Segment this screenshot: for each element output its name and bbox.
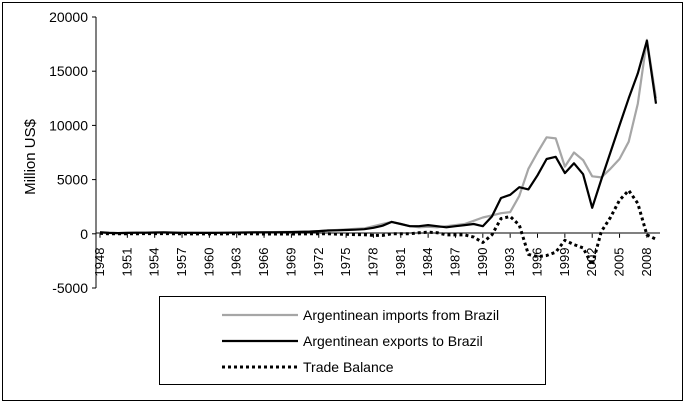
x-tick-label: 1990 [475, 248, 490, 277]
y-tick-label: 15000 [49, 63, 88, 79]
x-tick-label: 1981 [393, 248, 408, 277]
x-tick-label: 1963 [229, 248, 244, 277]
x-tick-label: 1957 [174, 248, 189, 277]
y-tick-label: 20000 [49, 9, 88, 25]
y-axis-label: Million US$ [22, 118, 39, 195]
x-tick-label: 1969 [283, 248, 298, 277]
legend-label: Trade Balance [303, 359, 394, 375]
x-tick-label: 1951 [119, 248, 134, 277]
x-tick-label: 1984 [420, 248, 435, 277]
x-tick-label: 1948 [92, 248, 107, 277]
y-tick-label: 5000 [57, 172, 88, 188]
x-tick-label: 2005 [612, 248, 627, 277]
y-tick-label: -5000 [52, 280, 88, 296]
x-tick-label: 1999 [557, 248, 572, 277]
y-tick-label: 10000 [49, 117, 88, 133]
legend: Argentinean imports from Brazil Argentine… [222, 307, 499, 375]
legend-label: Argentinean imports from Brazil [303, 307, 499, 323]
legend-box [159, 296, 546, 385]
x-tick-label: 1966 [256, 248, 271, 277]
x-tick-label: 1996 [530, 248, 545, 277]
x-tick-label: 1987 [447, 248, 462, 277]
x-tick-label: 1960 [201, 248, 216, 277]
x-tick-label: 1978 [365, 248, 380, 277]
series-line-3 [99, 188, 657, 267]
x-tick-label: 1975 [338, 248, 353, 277]
x-tick-label: 1954 [147, 248, 162, 277]
x-tick-label: 2008 [639, 248, 654, 277]
y-tick-label: 0 [80, 226, 88, 242]
x-tick-label: 1993 [502, 248, 517, 277]
y-tick-labels: 20000 15000 10000 5000 0 -5000 [49, 9, 96, 296]
x-tick-label: 1972 [311, 248, 326, 277]
legend-label: Argentinean exports to Brazil [303, 333, 483, 349]
